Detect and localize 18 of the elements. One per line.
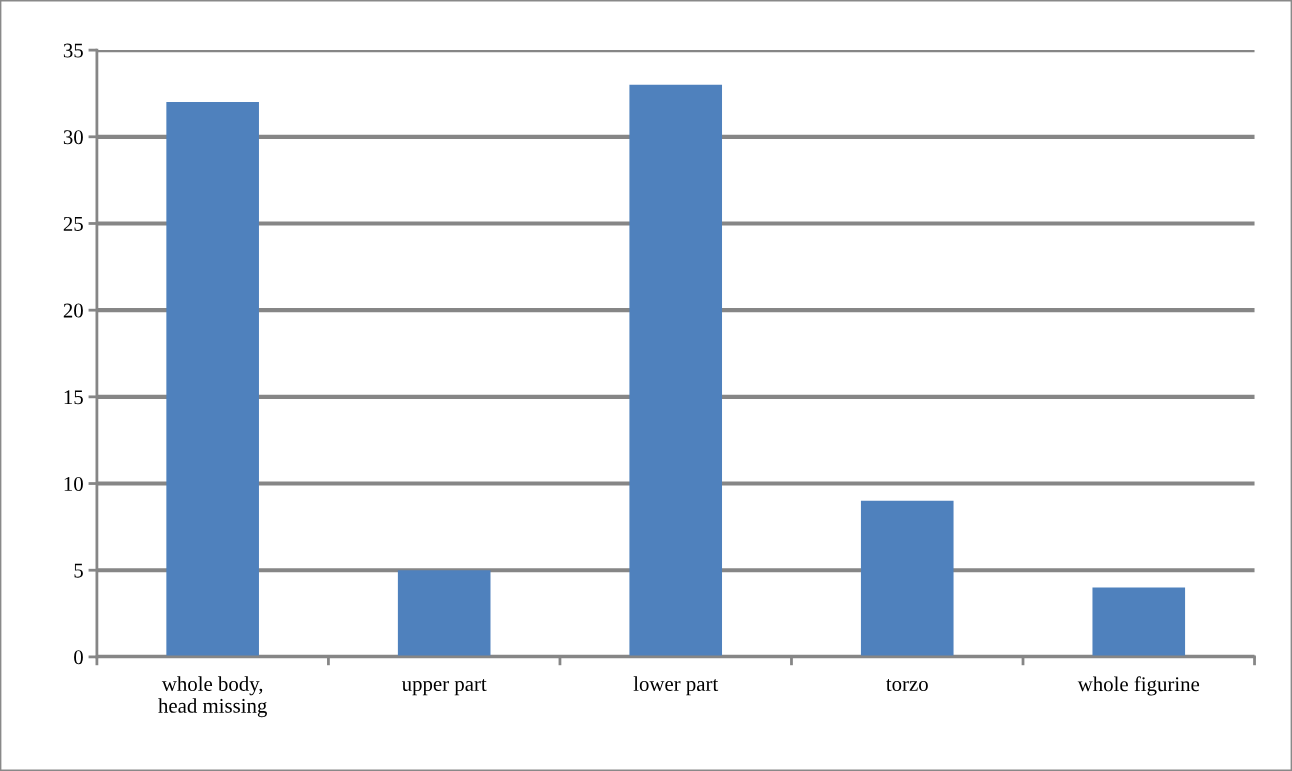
bar	[166, 102, 259, 657]
x-tick-label: torzo	[886, 679, 928, 691]
x-tick-label: upper part	[401, 679, 487, 696]
y-tick-label: 20	[63, 303, 83, 318]
y-tick-label: 30	[63, 130, 83, 145]
bar	[860, 500, 954, 657]
y-tick-label: 25	[63, 216, 83, 231]
bar	[397, 570, 491, 657]
y-tick-label: 10	[64, 476, 83, 491]
y-tick-label: 0	[74, 650, 83, 665]
y-tick-label: 5	[74, 563, 83, 578]
x-tick-label: whole figurine	[1077, 676, 1200, 696]
bar	[1092, 587, 1186, 657]
y-tick-label: 15	[64, 390, 83, 405]
y-tick-label: 35	[63, 43, 83, 58]
x-tick-label: whole body, head missing	[158, 676, 267, 718]
x-tick-label: lower part	[633, 676, 719, 696]
bar	[629, 84, 723, 657]
